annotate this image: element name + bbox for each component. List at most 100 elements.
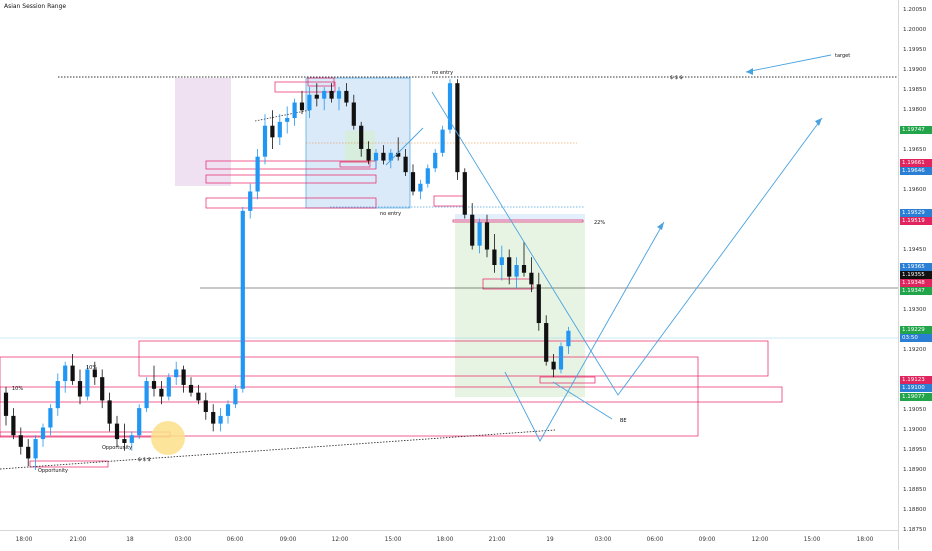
price-axis-label: 1.18950 bbox=[903, 447, 927, 453]
chart-title: Asian Session Range bbox=[4, 3, 67, 10]
candle-body bbox=[329, 90, 334, 99]
candles-layer bbox=[3, 79, 571, 471]
candle-body bbox=[63, 365, 68, 382]
candle-body bbox=[477, 222, 482, 246]
candle-body bbox=[92, 369, 97, 378]
candle-body bbox=[396, 152, 401, 157]
time-axis[interactable]: 18:00 21:00 18 03:00 06:00 09:00 12:00 15:00 18:… bbox=[0, 530, 898, 551]
candle-body bbox=[351, 102, 356, 126]
candle-body bbox=[262, 125, 268, 157]
time-axis-label: 18:00 bbox=[856, 537, 874, 543]
time-axis-label: 09:00 bbox=[698, 537, 716, 543]
candle-body bbox=[514, 265, 519, 277]
candle-body bbox=[270, 125, 275, 138]
price-axis-label: 1.20000 bbox=[903, 27, 927, 33]
target-label: target bbox=[835, 53, 850, 59]
price-axis-label: 1.19000 bbox=[903, 427, 927, 433]
time-axis-label: 06:00 bbox=[646, 537, 664, 543]
price-axis-label: 1.18850 bbox=[903, 487, 927, 493]
candle-body bbox=[18, 435, 23, 447]
blue-top-zone bbox=[455, 214, 585, 222]
candle-body bbox=[174, 369, 179, 378]
candle-body bbox=[359, 125, 364, 149]
price-axis-label: 1.18800 bbox=[903, 507, 927, 513]
candle-body bbox=[292, 102, 297, 118]
candle-body bbox=[529, 272, 534, 285]
candle-body bbox=[344, 90, 349, 103]
candle-body bbox=[403, 156, 408, 173]
candle-body bbox=[492, 249, 497, 265]
candle-body bbox=[100, 377, 105, 401]
price-badge: 1.19529 bbox=[900, 209, 932, 217]
time-axis-label: 15:00 bbox=[803, 537, 821, 543]
price-axis-label: 1.19200 bbox=[903, 347, 927, 353]
opportunity-label-2: Opportunity bbox=[38, 468, 68, 474]
time-axis-label: 06:00 bbox=[226, 537, 244, 543]
candle-body bbox=[129, 435, 134, 443]
price-axis-label: 1.20050 bbox=[903, 7, 927, 13]
candle-body bbox=[470, 214, 475, 246]
price-chart[interactable]: 10% 10% Opportunity Opportunity no entry… bbox=[0, 0, 898, 530]
candle-body bbox=[299, 102, 305, 111]
candle-body bbox=[196, 392, 201, 401]
price-badge: 1.19123 bbox=[900, 376, 932, 384]
candle-body bbox=[521, 265, 527, 273]
candle-body bbox=[240, 210, 245, 389]
candle-body bbox=[255, 156, 260, 192]
candle-body bbox=[558, 346, 564, 370]
candle-body bbox=[85, 369, 90, 397]
candle-body bbox=[114, 423, 120, 440]
time-axis-label: 19 bbox=[546, 537, 554, 543]
candle-body bbox=[484, 222, 490, 250]
time-axis-label: 15:00 bbox=[384, 537, 402, 543]
price-badge: 1.19355 bbox=[900, 271, 932, 279]
candle-body bbox=[455, 83, 460, 173]
pct-label-left: 10% bbox=[12, 386, 23, 392]
highlight-circle bbox=[151, 421, 185, 455]
candle-body bbox=[225, 404, 231, 416]
candle-body bbox=[188, 384, 194, 393]
candle-body bbox=[248, 191, 253, 211]
candle-body bbox=[33, 439, 38, 459]
candle-body bbox=[381, 152, 386, 161]
time-axis-label: 21:00 bbox=[69, 537, 87, 543]
green-target-zone bbox=[455, 222, 585, 397]
time-axis-label: 21:00 bbox=[488, 537, 506, 543]
candle-body bbox=[151, 381, 157, 389]
candle-body bbox=[499, 257, 504, 265]
candle-body bbox=[440, 129, 445, 153]
price-badge: 1.19077 bbox=[900, 393, 932, 401]
candle-body bbox=[447, 83, 453, 130]
candle-body bbox=[181, 369, 186, 385]
pct-22-label: 22% bbox=[594, 220, 605, 226]
candle-body bbox=[107, 400, 112, 424]
time-axis-label: 18 bbox=[126, 537, 134, 543]
candle-body bbox=[70, 365, 75, 382]
candle-body bbox=[507, 257, 512, 277]
price-axis-label: 1.19650 bbox=[903, 147, 927, 153]
time-axis-label: 18:00 bbox=[436, 537, 454, 543]
pct-label-mid: 10% bbox=[86, 365, 97, 371]
projection-paths bbox=[385, 54, 832, 442]
price-badge: 1.19100 bbox=[900, 384, 932, 392]
candle-body bbox=[551, 361, 556, 370]
candle-body bbox=[410, 172, 416, 192]
price-axis-label: 1.19050 bbox=[903, 407, 927, 413]
time-axis-label: 12:00 bbox=[331, 537, 349, 543]
price-axis[interactable]: 1.20050 1.20000 1.19950 1.19900 1.19850 1.198… bbox=[898, 0, 932, 550]
be-label: BE bbox=[620, 418, 627, 424]
price-badge: 03:50 bbox=[900, 334, 932, 342]
liquidity-dollars-top: $ $ $ bbox=[670, 75, 683, 81]
price-axis-label: 1.19450 bbox=[903, 247, 927, 253]
candle-body bbox=[425, 168, 430, 184]
price-badge: 1.19519 bbox=[900, 217, 932, 225]
candle-body bbox=[55, 381, 60, 409]
candle-body bbox=[566, 330, 571, 347]
time-axis-label: 09:00 bbox=[279, 537, 297, 543]
candle-body bbox=[40, 427, 46, 440]
price-badge: 1.19661 bbox=[900, 159, 932, 167]
candle-body bbox=[314, 94, 319, 99]
candle-body bbox=[388, 152, 393, 161]
candle-body bbox=[144, 381, 149, 409]
price-badge: 1.19348 bbox=[900, 279, 932, 287]
